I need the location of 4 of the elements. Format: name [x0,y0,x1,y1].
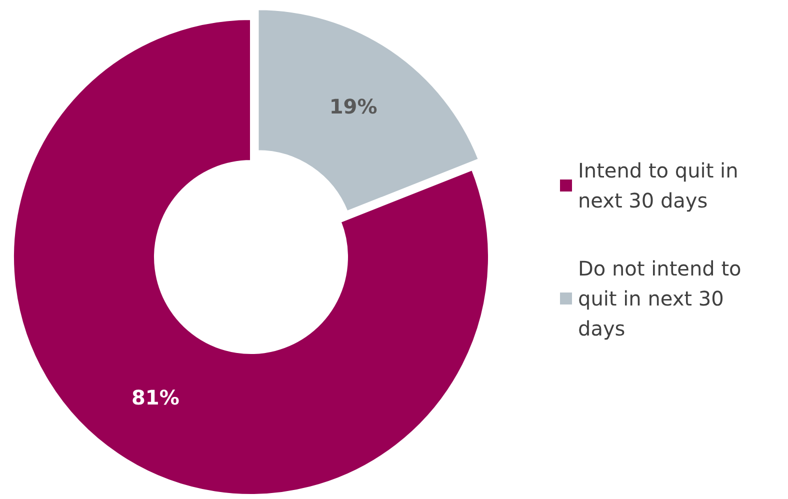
data-label: 19% [329,94,378,118]
data-label: 81% [132,386,180,410]
legend-label: Do not intend to quit in next 30 days [578,256,748,340]
legend-label: Intend to quit in next 30 days [578,158,745,212]
